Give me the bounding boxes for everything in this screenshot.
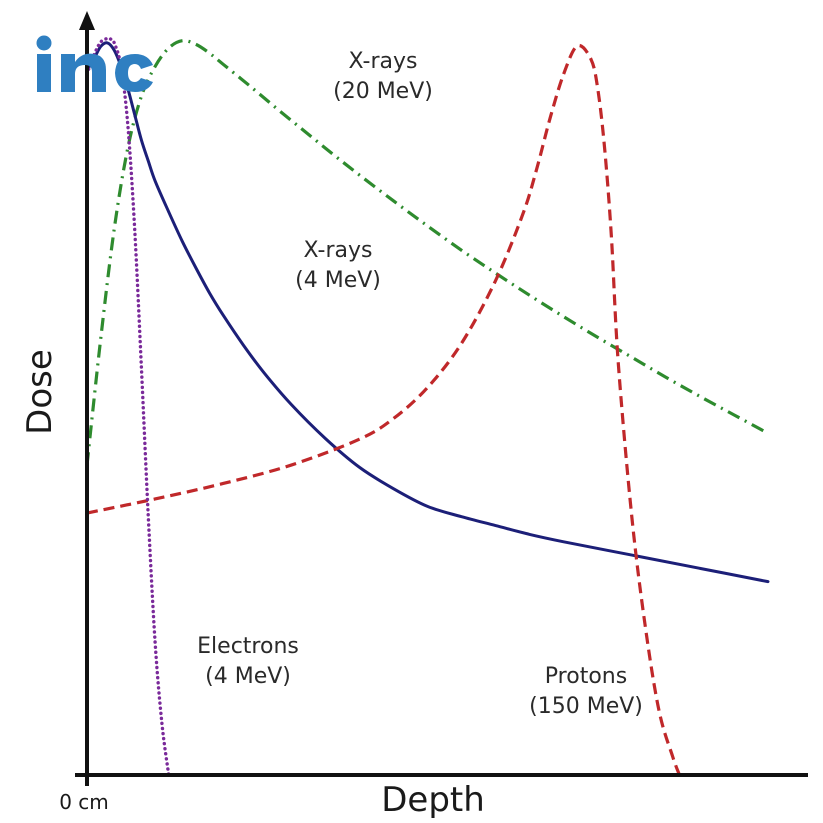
series-line-electrons-4-mev: [85, 36, 171, 777]
logo-i-stem: [37, 54, 51, 92]
label-protons-line1: Protons: [544, 664, 628, 689]
y-axis-label: Dose: [20, 349, 60, 435]
label-xrays-4mev-line2: (4 MeV): [295, 268, 381, 293]
x-axis-label: Depth: [381, 780, 485, 820]
label-electrons-4mev: Electrons (4 MeV): [197, 632, 299, 692]
logo-n: [61, 53, 106, 92]
label-xrays-4mev: X-rays (4 MeV): [295, 236, 381, 296]
logo-c: [115, 54, 153, 92]
series-line-protons-150-mev: [86, 43, 681, 776]
series-line-x-rays-4-mev: [85, 41, 770, 584]
label-xrays-20mev: X-rays (20 MeV): [333, 47, 433, 107]
logo-dot: [36, 35, 52, 51]
x-tick-label-origin: 0 cm: [59, 790, 109, 814]
inc-logo: [36, 35, 153, 92]
label-xrays-20mev-line1: X-rays: [348, 49, 418, 74]
label-xrays-20mev-line2: (20 MeV): [333, 79, 433, 104]
label-xrays-4mev-line1: X-rays: [303, 238, 373, 263]
label-protons-line2: (150 MeV): [529, 694, 643, 719]
series-line-x-rays-20-mev: [85, 38, 769, 466]
label-electrons-line2: (4 MeV): [205, 664, 291, 689]
label-protons-150mev: Protons (150 MeV): [529, 662, 643, 722]
label-electrons-line1: Electrons: [197, 634, 299, 659]
y-axis-arrowhead: [79, 11, 95, 30]
